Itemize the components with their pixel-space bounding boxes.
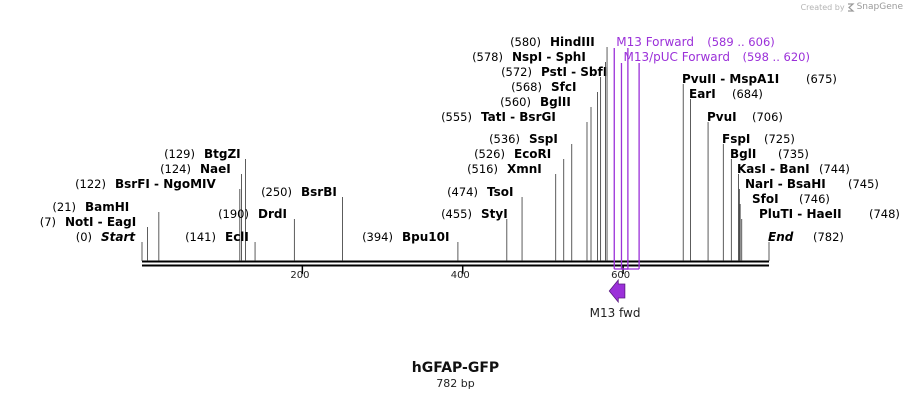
- site-coordinate: (745): [848, 177, 879, 191]
- site-coordinate: (0): [76, 230, 92, 244]
- restriction-site-label: DrdI: [258, 207, 287, 221]
- site-coordinate: (735): [778, 147, 809, 161]
- site-coordinate: (568): [511, 80, 542, 94]
- restriction-site-label: TsoI: [487, 185, 513, 199]
- restriction-site-label: PluTI - HaeII: [759, 207, 842, 221]
- restriction-site-label: TatI - BsrGI: [481, 110, 556, 124]
- plasmid-size: 782 bp: [436, 377, 475, 390]
- primer-label: M13 Forward: [616, 35, 694, 49]
- restriction-site-label: Bpu10I: [402, 230, 449, 244]
- site-coordinate: (129): [164, 147, 195, 161]
- site-coordinate: (250): [261, 185, 292, 199]
- restriction-site-label: BsrFI - NgoMIV: [115, 177, 216, 191]
- restriction-site-label: NotI - EagI: [65, 215, 136, 229]
- restriction-site-label: PvuII - MspA1I: [682, 72, 779, 86]
- restriction-site-label: PvuI: [707, 110, 737, 124]
- plasmid-name: hGFAP-GFP: [411, 360, 500, 376]
- restriction-site-label: BamHI: [85, 200, 129, 214]
- site-coordinate: (21): [52, 200, 76, 214]
- site-coordinate: (744): [819, 162, 850, 176]
- site-coordinate: (725): [764, 132, 795, 146]
- snapgene-credit: Created by SnapGene: [801, 2, 903, 12]
- site-coordinate: (782): [813, 230, 844, 244]
- restriction-site-label: HindIII: [550, 35, 595, 49]
- site-coordinate: (141): [185, 230, 216, 244]
- primer-range: (598 .. 620): [742, 50, 810, 64]
- primer-label: M13/pUC Forward: [623, 50, 730, 64]
- restriction-site-label: BglII: [540, 95, 571, 109]
- restriction-site-label: BtgZI: [204, 147, 241, 161]
- site-coordinate: (572): [501, 65, 532, 79]
- site-coordinate: (122): [75, 177, 106, 191]
- snapgene-logo-icon: [847, 2, 855, 12]
- site-coordinate: (706): [752, 110, 783, 124]
- site-coordinate: (124): [160, 162, 191, 176]
- site-coordinate: (526): [474, 147, 505, 161]
- restriction-site-label: BsrBI: [301, 185, 337, 199]
- map-endpoint-label: Start: [101, 230, 136, 244]
- restriction-site-label: SspI: [529, 132, 558, 146]
- site-coordinate: (675): [806, 72, 837, 86]
- site-coordinate: (560): [500, 95, 531, 109]
- site-coordinate: (580): [510, 35, 541, 49]
- site-coordinate: (746): [799, 192, 830, 206]
- site-coordinate: (555): [441, 110, 472, 124]
- feature-label: M13 fwd: [590, 306, 641, 320]
- restriction-site-label: EarI: [689, 87, 716, 101]
- restriction-site-label: SfcI: [551, 80, 576, 94]
- restriction-site-label: KasI - BanI: [737, 162, 810, 176]
- restriction-site-label: XmnI: [507, 162, 542, 176]
- site-coordinate: (684): [732, 87, 763, 101]
- site-coordinate: (7): [40, 215, 56, 229]
- restriction-site-label: FspI: [722, 132, 750, 146]
- restriction-site-label: StyI: [481, 207, 508, 221]
- site-coordinate: (455): [441, 207, 472, 221]
- restriction-site-label: PstI - SbfI: [541, 65, 607, 79]
- restriction-site-label: SfoI: [752, 192, 779, 206]
- site-coordinate: (394): [362, 230, 393, 244]
- restriction-site-label: EclI: [225, 230, 249, 244]
- ruler-tick-label: 200: [290, 270, 309, 281]
- site-coordinate: (190): [218, 207, 249, 221]
- feature-arrow: [608, 278, 626, 304]
- site-coordinate: (748): [869, 207, 900, 221]
- restriction-site-label: NspI - SphI: [512, 50, 586, 64]
- site-coordinate: (536): [489, 132, 520, 146]
- primer-range: (589 .. 606): [707, 35, 775, 49]
- site-coordinate: (474): [447, 185, 478, 199]
- credit-prefix: Created by: [800, 2, 845, 12]
- credit-brand: SnapGene: [856, 2, 903, 12]
- site-coordinate: (516): [467, 162, 498, 176]
- ruler-tick-label: 600: [611, 270, 630, 281]
- restriction-site-label: EcoRI: [514, 147, 551, 161]
- ruler-tick-label: 400: [451, 270, 470, 281]
- restriction-site-label: NarI - BsaHI: [745, 177, 826, 191]
- restriction-site-label: NaeI: [200, 162, 231, 176]
- map-endpoint-label: End: [768, 230, 794, 244]
- site-coordinate: (578): [472, 50, 503, 64]
- restriction-site-label: BglI: [730, 147, 756, 161]
